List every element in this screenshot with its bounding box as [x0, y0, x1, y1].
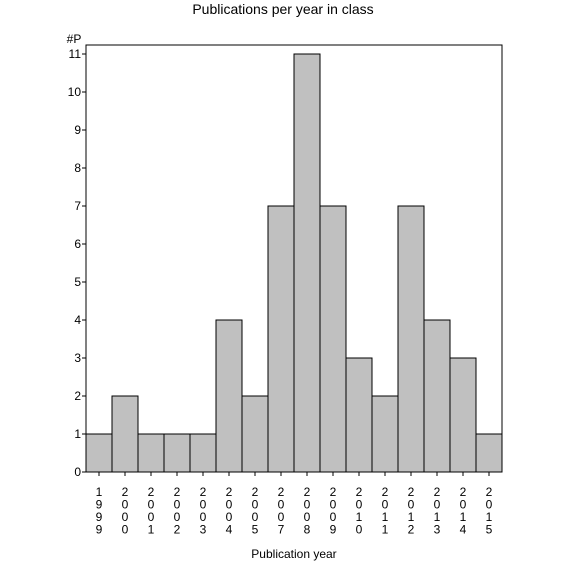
y-tick-label: 4: [74, 313, 81, 327]
y-tick-label: 0: [74, 465, 81, 479]
y-axis: 0 1 2 3 4 5 6 7 8 9 10 11: [68, 47, 86, 479]
y-tick-label: 1: [74, 427, 81, 441]
y-tick-label: 2: [74, 389, 81, 403]
bar-2010: [345, 357, 373, 473]
bar-2012: [397, 205, 425, 473]
y-tick-label: 8: [74, 161, 81, 175]
bar-2000: [111, 395, 139, 473]
bar-2004: [215, 319, 243, 473]
y-tick-label: 7: [74, 199, 81, 213]
bar-2001: [137, 433, 165, 473]
bar-2008: [293, 53, 321, 473]
y-tick-label: 3: [74, 351, 81, 365]
y-tick-label: 6: [74, 237, 81, 251]
x-axis: 1 9 9 9 2 0 0 0 2 0 0 1 2 0 0 2 2 0 0 3 2 0 0 4 2 0 0 5 2 0 0 7 2 0 0 8 2 0 0 9…: [96, 472, 493, 537]
bar-2009: [319, 205, 347, 473]
bar-2007: [267, 205, 295, 473]
bar-2005: [241, 395, 269, 473]
bar-2002: [163, 433, 191, 473]
bar-1999: [85, 433, 113, 473]
chart-title: Publications per year in class: [192, 1, 373, 17]
y-axis-label: #P: [67, 32, 82, 46]
y-tick-label: 9: [74, 123, 81, 137]
x-axis-label: Publication year: [251, 547, 336, 561]
bar-2014: [449, 357, 477, 473]
bar-2013: [423, 319, 451, 473]
y-tick-label: 10: [68, 85, 82, 99]
bar-2015: [475, 433, 503, 473]
bars-group: [85, 53, 503, 473]
bar-2011: [371, 395, 399, 473]
bar-2003: [189, 433, 217, 473]
y-tick-label: 5: [74, 275, 81, 289]
y-tick-label: 11: [69, 47, 82, 61]
